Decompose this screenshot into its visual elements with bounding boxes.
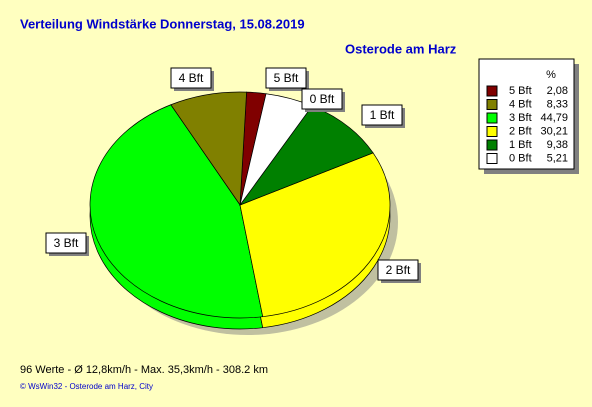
legend-value: 44,79 bbox=[540, 112, 568, 124]
slice-label-box bbox=[170, 67, 212, 89]
legend-header: % bbox=[546, 69, 556, 81]
chart-subtitle: Osterode am Harz bbox=[345, 41, 457, 56]
legend-swatch bbox=[486, 126, 498, 137]
legend-swatch bbox=[486, 153, 498, 164]
slice-label-box bbox=[361, 104, 403, 126]
slice-label: 2 Bft bbox=[386, 263, 411, 277]
legend-value: 30,21 bbox=[540, 125, 568, 137]
legend-swatch bbox=[486, 99, 498, 110]
legend-label: 0 Bft bbox=[509, 152, 532, 164]
legend-label: 2 Bft bbox=[509, 125, 532, 137]
legend-label: 3 Bft bbox=[509, 112, 532, 124]
legend-value: 2,08 bbox=[547, 85, 568, 97]
legend-swatch bbox=[486, 139, 498, 151]
slice-label-box bbox=[377, 259, 419, 281]
slice-label: 0 Bft bbox=[310, 92, 335, 106]
slice-label: 5 Bft bbox=[274, 71, 299, 85]
slice-label-box bbox=[301, 88, 343, 110]
legend-label: 5 Bft bbox=[509, 85, 532, 97]
footer-note: 96 Werte - Ø 12,8km/h - Max. 35,3km/h - … bbox=[20, 364, 268, 376]
legend-label: 1 Bft bbox=[509, 139, 532, 151]
slice-label: 3 Bft bbox=[54, 236, 79, 250]
slice-label: 4 Bft bbox=[179, 71, 204, 85]
legend-value: 8,33 bbox=[547, 98, 568, 110]
legend-value: 9,38 bbox=[547, 139, 568, 151]
legend-swatch bbox=[486, 112, 498, 124]
slice bbox=[239, 152, 391, 318]
slice-label-box bbox=[265, 67, 307, 89]
chart-title: Verteilung Windstärke Donnerstag, 15.08.… bbox=[20, 16, 305, 31]
slice-label: 1 Bft bbox=[370, 108, 395, 122]
footer-copyright: © WsWin32 - Osterode am Harz, City bbox=[20, 382, 153, 391]
legend-label: 4 Bft bbox=[509, 98, 532, 110]
slice bbox=[89, 104, 264, 319]
legend-value: 5,21 bbox=[547, 152, 568, 164]
legend-swatch bbox=[486, 85, 498, 97]
slice-label-box bbox=[45, 232, 87, 254]
